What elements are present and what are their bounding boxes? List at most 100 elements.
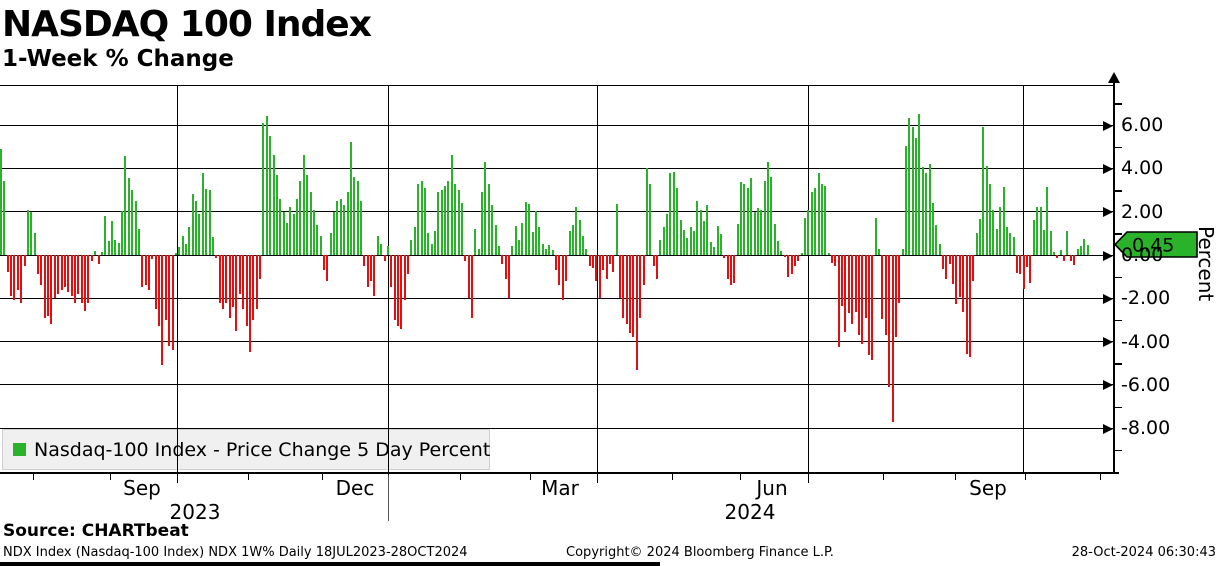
bar-negative [955, 255, 957, 304]
bar-negative [787, 255, 789, 277]
bar-positive [417, 184, 419, 255]
x-month-tick [110, 472, 111, 480]
bar-positive [118, 243, 120, 255]
bar-negative [158, 255, 160, 326]
bar-negative [508, 255, 510, 298]
bar-positive [821, 184, 823, 255]
bar-positive [205, 189, 207, 255]
y-tick-label: 6.00 [1121, 114, 1164, 137]
bar-positive [111, 221, 113, 255]
bar-positive [935, 225, 937, 255]
bar-negative [942, 255, 944, 269]
bar-negative [222, 255, 224, 309]
bar-positive [690, 227, 692, 255]
bar-negative [17, 255, 19, 290]
bar-positive [673, 172, 675, 255]
bar-positive [262, 123, 264, 255]
bar-positive [996, 229, 998, 255]
axis-arrowhead-icon [1103, 250, 1113, 261]
bar-positive [511, 246, 513, 255]
bar-positive [666, 214, 668, 255]
bar-negative [57, 255, 59, 294]
bar-negative [555, 255, 557, 270]
x-month-label: Sep [123, 476, 161, 500]
bar-negative [384, 255, 386, 261]
bar-negative [945, 255, 947, 279]
x-month-tick [1025, 472, 1026, 480]
bar-negative [619, 255, 621, 298]
bar-negative [602, 255, 604, 270]
bar-positive [680, 220, 682, 255]
y-tick-label: -2.00 [1121, 287, 1171, 310]
bar-positive [266, 116, 268, 255]
bar-positive [1009, 233, 1011, 255]
window-edge-strip [0, 562, 660, 566]
bar-negative [622, 255, 624, 318]
gridline-horizontal [0, 428, 1113, 429]
y-axis-top-arrow-icon [1108, 72, 1120, 83]
bar-positive [542, 244, 544, 255]
y-minor-tick [1113, 233, 1122, 235]
bar-positive [548, 245, 550, 255]
bar-positive [932, 203, 934, 255]
x-month-label: Dec [335, 476, 375, 500]
bar-positive [131, 190, 133, 255]
bar-negative [966, 255, 968, 354]
bar-positive [824, 186, 826, 255]
bar-negative [215, 255, 217, 258]
bar-positive [575, 207, 577, 255]
bar-positive [353, 177, 355, 255]
bar-positive [303, 155, 305, 255]
bar-positive [434, 231, 436, 255]
bar-positive [454, 184, 456, 255]
bar-negative [242, 255, 244, 309]
gridline-horizontal [0, 211, 1113, 212]
bar-negative [71, 255, 73, 296]
bar-positive [545, 249, 547, 255]
bar-negative [592, 255, 594, 268]
bar-negative [77, 255, 79, 294]
bar-positive [124, 156, 126, 255]
y-tick-label: 0.00 [1121, 244, 1164, 266]
x-month-label: Jun [756, 476, 788, 500]
bar-negative [471, 255, 473, 318]
bar-positive [569, 231, 571, 255]
bar-negative [7, 255, 9, 272]
tag-shape [1113, 231, 1198, 258]
bar-negative [50, 255, 52, 324]
y-minor-tick [1113, 319, 1122, 322]
bar-positive [979, 219, 981, 255]
bar-positive [30, 212, 32, 255]
bar-positive [1080, 246, 1082, 255]
footer-right: 28-Oct-2024 06:30:43 [1071, 545, 1216, 560]
bar-negative [858, 255, 860, 335]
y-minor-tick [1113, 276, 1122, 279]
x-month-label: Sep [969, 476, 1007, 500]
bar-negative [252, 255, 254, 320]
bar-positive [451, 155, 453, 255]
bar-positive [774, 224, 776, 255]
bar-positive [336, 201, 338, 255]
page-subtitle: 1-Week % Change [2, 46, 234, 72]
bar-negative [44, 255, 46, 318]
bar-positive [377, 236, 379, 255]
bar-positive [1040, 207, 1042, 255]
bar-positive [1066, 231, 1068, 255]
bar-positive [343, 205, 345, 255]
bar-negative [841, 255, 843, 306]
bar-positive [804, 218, 806, 255]
last-value-tag: 0.45 [1113, 231, 1198, 258]
bar-positive [421, 181, 423, 255]
bar-positive [616, 204, 618, 255]
bar-positive [828, 253, 830, 255]
axis-arrowhead-icon [1103, 337, 1113, 348]
bar-positive [535, 211, 537, 255]
bar-negative [1019, 255, 1021, 274]
bar-positive [104, 216, 106, 255]
bar-positive [929, 164, 931, 255]
bar-positive [992, 210, 994, 255]
bar-positive [939, 244, 941, 255]
bar-positive [767, 162, 769, 255]
bar-positive [360, 201, 362, 255]
bar-positive [982, 127, 984, 255]
